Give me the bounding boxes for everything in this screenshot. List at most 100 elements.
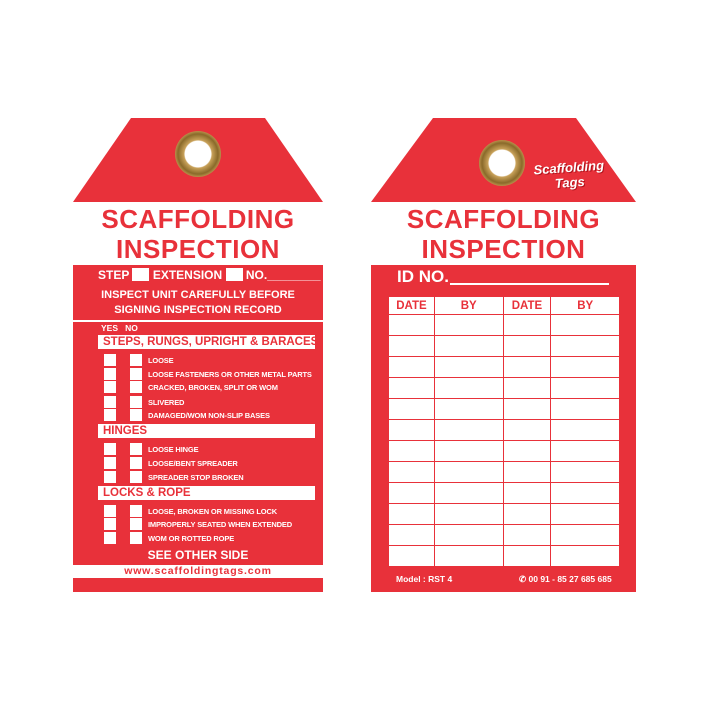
record-cell[interactable] — [433, 461, 504, 483]
checklist-item: IMPROPERLY SEATED WHEN EXTENDED — [148, 520, 292, 529]
table-row — [388, 545, 620, 567]
no-checkbox[interactable] — [130, 505, 142, 517]
no-checkbox[interactable] — [130, 409, 142, 421]
record-cell[interactable] — [388, 545, 435, 567]
title-line: INSPECTION — [116, 234, 280, 264]
no-checkbox[interactable] — [130, 354, 142, 366]
record-cell[interactable] — [550, 377, 620, 399]
record-cell[interactable] — [433, 356, 504, 378]
record-cell[interactable] — [502, 545, 552, 567]
id-field[interactable] — [450, 283, 609, 285]
checklist-item: CRACKED, BROKEN, SPLIT OR WOM — [148, 383, 278, 392]
yes-checkbox[interactable] — [104, 471, 116, 483]
record-cell[interactable] — [388, 461, 435, 483]
checklist-item: LOOSE, BROKEN OR MISSING LOCK — [148, 507, 277, 516]
step-label: STEP — [98, 268, 130, 282]
no-field[interactable]: NO.________ — [245, 268, 321, 282]
no-checkbox[interactable] — [130, 457, 142, 469]
record-cell[interactable] — [433, 524, 504, 546]
record-cell[interactable] — [388, 440, 435, 462]
column-header-by: BY — [433, 296, 504, 315]
record-cell[interactable] — [433, 545, 504, 567]
no-checkbox[interactable] — [130, 532, 142, 544]
record-cell[interactable] — [550, 482, 620, 504]
no-checkbox[interactable] — [130, 381, 142, 393]
table-row — [388, 440, 620, 462]
yes-checkbox[interactable] — [104, 443, 116, 455]
table-row — [388, 377, 620, 399]
title-band — [73, 202, 323, 265]
record-cell[interactable] — [388, 398, 435, 420]
record-cell[interactable] — [388, 419, 435, 441]
record-cell[interactable] — [502, 482, 552, 504]
yes-checkbox[interactable] — [104, 532, 116, 544]
record-cell[interactable] — [550, 335, 620, 357]
record-cell[interactable] — [550, 398, 620, 420]
record-cell[interactable] — [433, 503, 504, 525]
record-cell[interactable] — [502, 356, 552, 378]
record-cell[interactable] — [502, 377, 552, 399]
record-cell[interactable] — [388, 503, 435, 525]
no-checkbox[interactable] — [130, 368, 142, 380]
record-cell[interactable] — [550, 524, 620, 546]
record-cell[interactable] — [550, 314, 620, 336]
record-cell[interactable] — [550, 503, 620, 525]
yes-checkbox[interactable] — [104, 457, 116, 469]
title-band — [371, 202, 636, 265]
record-cell[interactable] — [433, 440, 504, 462]
record-cell[interactable] — [550, 461, 620, 483]
record-cell[interactable] — [502, 524, 552, 546]
record-cell[interactable] — [388, 314, 435, 336]
yes-checkbox[interactable] — [104, 518, 116, 530]
table-row — [388, 356, 620, 378]
section-header: LOCKS & ROPE — [98, 486, 315, 500]
record-cell[interactable] — [502, 419, 552, 441]
table-row — [388, 419, 620, 441]
instruction-line: SIGNING INSPECTION RECORD — [114, 304, 282, 316]
record-cell[interactable] — [550, 545, 620, 567]
record-cell[interactable] — [388, 335, 435, 357]
record-cell[interactable] — [388, 356, 435, 378]
record-cell[interactable] — [550, 419, 620, 441]
record-cell[interactable] — [433, 377, 504, 399]
record-cell[interactable] — [502, 398, 552, 420]
phone-text: 00 91 - 85 27 685 685 — [528, 574, 612, 584]
checklist-item: LOOSE/BENT SPREADER — [148, 459, 238, 468]
record-cell[interactable] — [502, 335, 552, 357]
yes-checkbox[interactable] — [104, 505, 116, 517]
website-link[interactable]: www.scaffoldingtags.com — [73, 565, 323, 578]
divider — [73, 320, 323, 322]
yes-checkbox[interactable] — [104, 368, 116, 380]
record-cell[interactable] — [433, 314, 504, 336]
record-cell[interactable] — [388, 482, 435, 504]
record-cell[interactable] — [502, 503, 552, 525]
see-other-side: SEE OTHER SIDE — [147, 548, 249, 562]
record-cell[interactable] — [433, 398, 504, 420]
title-line: SCAFFOLDING — [406, 204, 601, 234]
record-cell[interactable] — [433, 335, 504, 357]
extension-checkbox[interactable] — [225, 268, 243, 281]
record-cell[interactable] — [388, 377, 435, 399]
record-cell[interactable] — [550, 356, 620, 378]
yes-checkbox[interactable] — [104, 396, 116, 408]
record-cell[interactable] — [502, 440, 552, 462]
record-cell[interactable] — [433, 419, 504, 441]
yes-checkbox[interactable] — [104, 381, 116, 393]
record-cell[interactable] — [550, 440, 620, 462]
record-cell[interactable] — [388, 524, 435, 546]
no-checkbox[interactable] — [130, 471, 142, 483]
section-header: HINGES — [98, 424, 315, 438]
yes-checkbox[interactable] — [104, 409, 116, 421]
no-checkbox[interactable] — [130, 443, 142, 455]
front-title: SCAFFOLDING INSPECTION — [73, 204, 323, 264]
record-cell[interactable] — [433, 482, 504, 504]
record-cell[interactable] — [502, 461, 552, 483]
yes-checkbox[interactable] — [104, 354, 116, 366]
step-checkbox[interactable] — [132, 268, 150, 281]
table-row — [388, 314, 620, 336]
grommet-icon — [479, 140, 525, 186]
no-checkbox[interactable] — [130, 518, 142, 530]
column-header-date: DATE — [502, 296, 552, 315]
no-checkbox[interactable] — [130, 396, 142, 408]
record-cell[interactable] — [502, 314, 552, 336]
